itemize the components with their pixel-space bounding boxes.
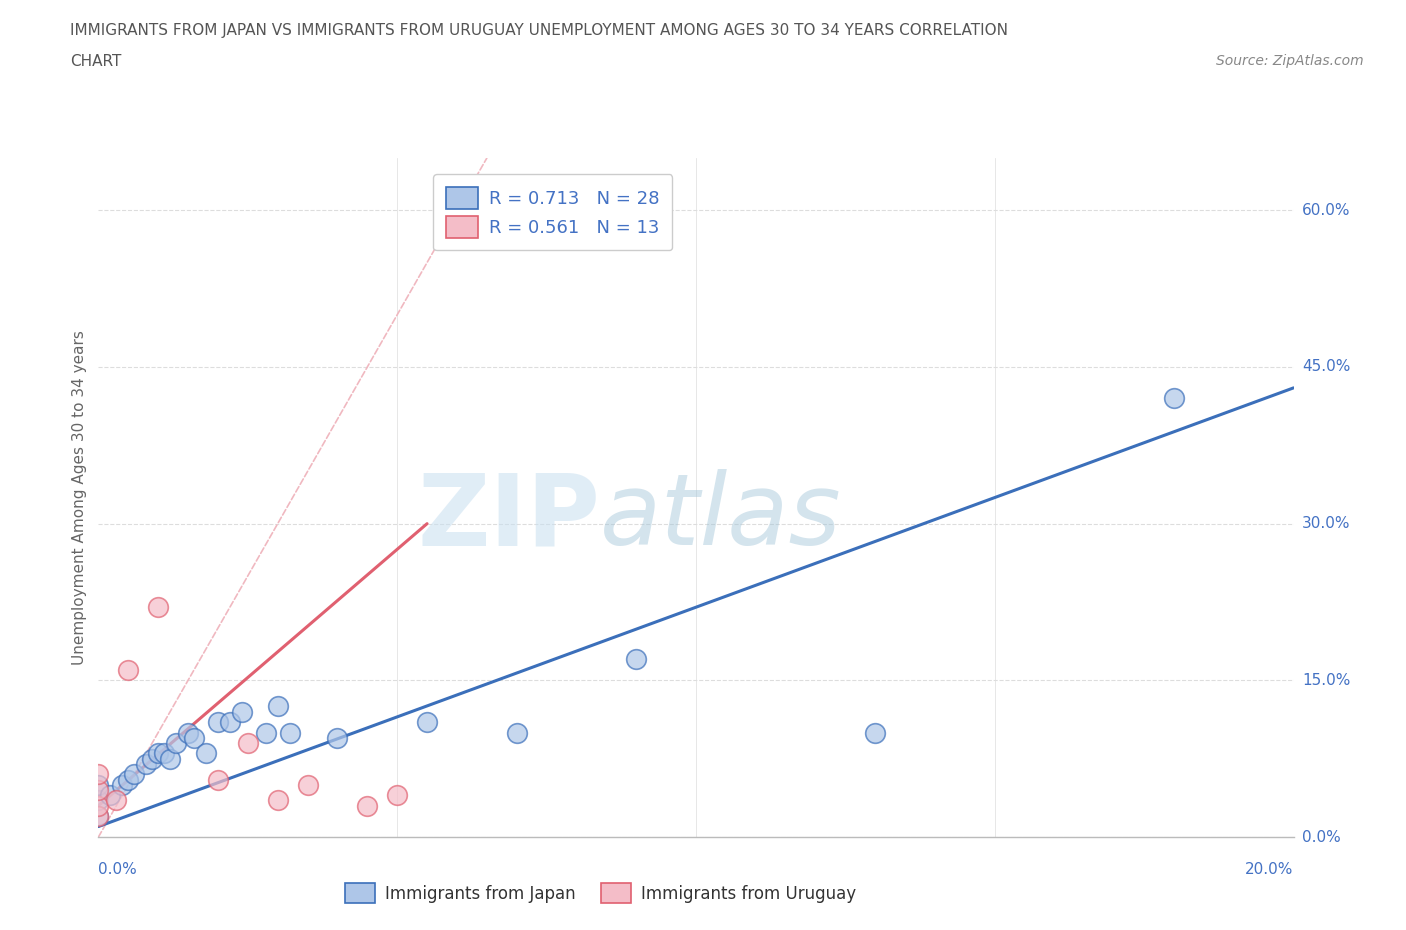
Point — [231, 704, 253, 719]
Point — [1163, 391, 1185, 405]
Text: Source: ZipAtlas.com: Source: ZipAtlas.com — [1216, 54, 1364, 68]
Point — [87, 809, 110, 824]
Point — [278, 725, 301, 740]
Point — [87, 793, 110, 808]
Legend: Immigrants from Japan, Immigrants from Uruguay: Immigrants from Japan, Immigrants from U… — [339, 876, 862, 910]
Point — [177, 725, 200, 740]
Text: 15.0%: 15.0% — [1302, 672, 1350, 688]
Point — [356, 798, 378, 813]
Point — [267, 699, 290, 714]
Point — [105, 793, 128, 808]
Point — [87, 798, 110, 813]
Point — [254, 725, 277, 740]
Point — [117, 772, 139, 787]
Point — [624, 652, 647, 667]
Point — [219, 714, 242, 729]
Point — [148, 746, 170, 761]
Point — [194, 746, 218, 761]
Point — [326, 730, 349, 745]
Point — [117, 662, 139, 677]
Text: 45.0%: 45.0% — [1302, 360, 1350, 375]
Point — [416, 714, 439, 729]
Point — [141, 751, 163, 766]
Text: atlas: atlas — [600, 470, 842, 566]
Point — [207, 772, 229, 787]
Y-axis label: Unemployment Among Ages 30 to 34 years: Unemployment Among Ages 30 to 34 years — [72, 330, 87, 665]
Text: 0.0%: 0.0% — [98, 862, 138, 877]
Point — [148, 600, 170, 615]
Point — [135, 756, 157, 771]
Point — [159, 751, 181, 766]
Point — [87, 767, 110, 782]
Point — [87, 782, 110, 797]
Point — [153, 746, 176, 761]
Point — [267, 793, 290, 808]
Point — [98, 788, 122, 803]
Text: 30.0%: 30.0% — [1302, 516, 1350, 531]
Point — [165, 736, 187, 751]
Point — [124, 767, 146, 782]
Text: IMMIGRANTS FROM JAPAN VS IMMIGRANTS FROM URUGUAY UNEMPLOYMENT AMONG AGES 30 TO 3: IMMIGRANTS FROM JAPAN VS IMMIGRANTS FROM… — [70, 23, 1008, 38]
Point — [87, 809, 110, 824]
Point — [863, 725, 886, 740]
Point — [385, 788, 409, 803]
Text: CHART: CHART — [70, 54, 122, 69]
Point — [87, 777, 110, 792]
Point — [207, 714, 229, 729]
Point — [183, 730, 205, 745]
Text: 20.0%: 20.0% — [1246, 862, 1294, 877]
Text: 0.0%: 0.0% — [1302, 830, 1340, 844]
Point — [506, 725, 529, 740]
Text: 60.0%: 60.0% — [1302, 203, 1350, 218]
Point — [236, 736, 259, 751]
Point — [111, 777, 134, 792]
Text: ZIP: ZIP — [418, 470, 600, 566]
Point — [297, 777, 319, 792]
